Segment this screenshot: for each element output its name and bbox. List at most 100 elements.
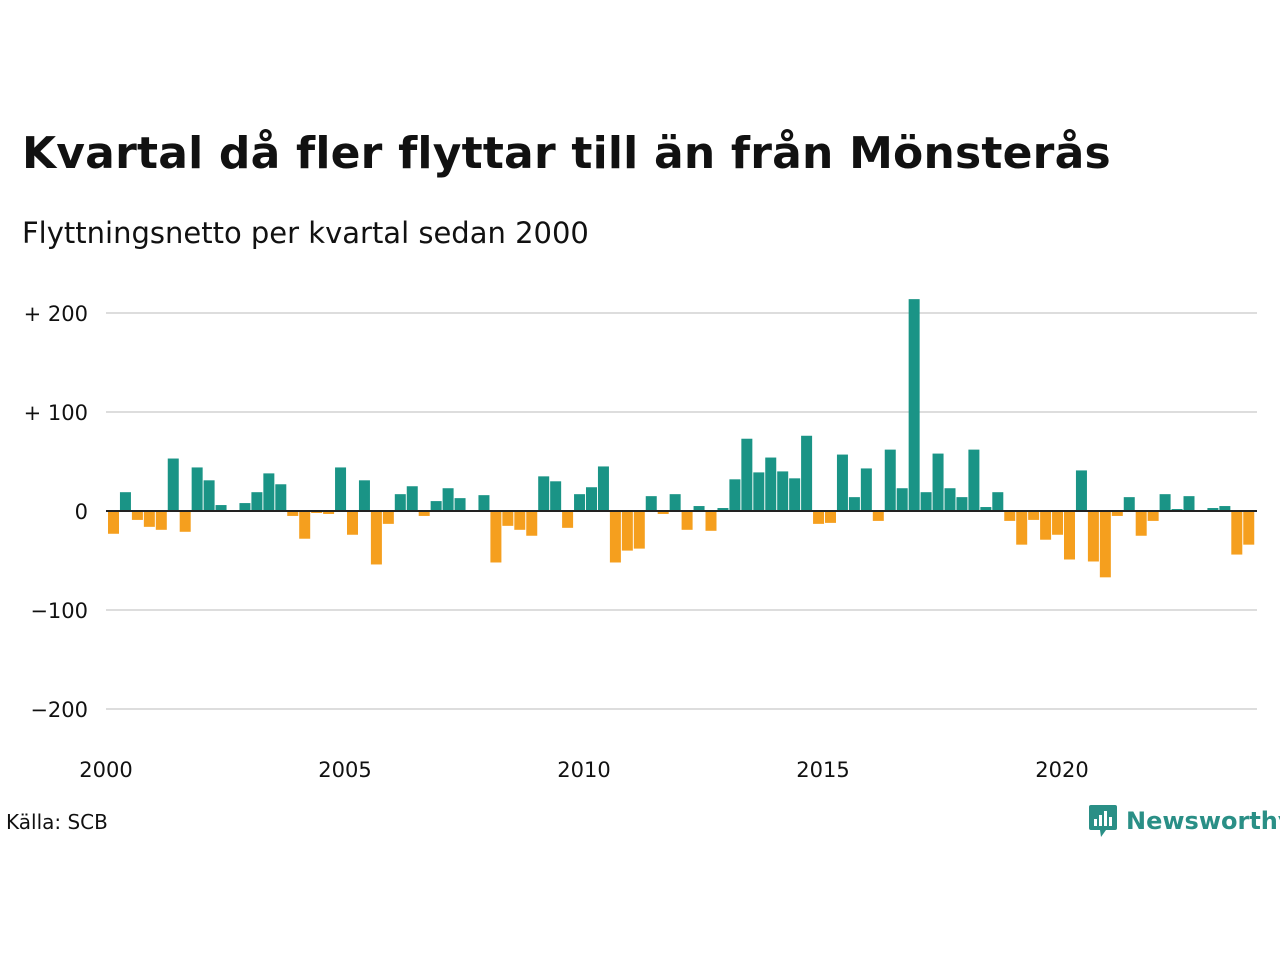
bar	[1207, 508, 1219, 511]
bar	[263, 473, 275, 511]
bar	[968, 449, 980, 511]
bar	[119, 492, 131, 511]
bar	[406, 486, 418, 511]
bar	[825, 511, 836, 523]
bar	[275, 484, 287, 511]
x-tick-label: 2010	[557, 758, 610, 782]
bar	[908, 299, 920, 511]
bar	[920, 492, 932, 511]
bar	[741, 438, 753, 511]
bar	[872, 511, 884, 521]
bar	[1052, 511, 1064, 535]
bar	[669, 494, 681, 511]
bar	[287, 511, 299, 516]
bar	[1028, 511, 1040, 520]
bar	[693, 506, 705, 511]
bar	[394, 494, 406, 511]
bar	[191, 467, 203, 511]
grid-lines	[106, 312, 1257, 710]
bar	[323, 511, 335, 514]
bar	[1004, 511, 1016, 521]
bar	[215, 505, 227, 511]
bar	[131, 511, 143, 520]
bar	[1183, 496, 1195, 511]
bar	[251, 492, 263, 511]
newsworthy-logo-icon	[1089, 805, 1117, 837]
bar	[562, 511, 574, 528]
bar	[753, 472, 765, 511]
y-tick-label: + 100	[24, 401, 88, 425]
bar	[478, 495, 490, 511]
bar	[108, 511, 119, 534]
bar	[526, 511, 538, 536]
bar	[1064, 511, 1075, 560]
bar	[932, 453, 944, 511]
bar	[490, 511, 502, 563]
y-axis-ticks: + 200 + 100 0 −100 −200	[24, 302, 88, 722]
brand-logo[interactable]: Newsworthy	[1088, 803, 1280, 839]
bar	[370, 511, 382, 565]
bar	[657, 511, 669, 514]
x-tick-label: 2020	[1035, 758, 1088, 782]
bar	[801, 435, 813, 511]
bar	[586, 487, 597, 511]
bar	[765, 457, 777, 511]
x-tick-label: 2005	[318, 758, 371, 782]
bar	[203, 480, 215, 511]
y-tick-label: + 200	[24, 302, 88, 326]
bar	[777, 471, 789, 511]
bar	[155, 511, 167, 530]
bar	[848, 497, 860, 511]
bar	[609, 511, 621, 563]
bar	[633, 511, 645, 549]
source-note: Källa: SCB	[6, 810, 108, 834]
bar	[992, 492, 1004, 511]
bar	[239, 503, 251, 511]
bar	[538, 476, 550, 511]
bar	[143, 511, 155, 527]
bar	[179, 511, 191, 532]
bar	[860, 468, 872, 511]
bar	[1099, 511, 1111, 578]
bar	[1135, 511, 1147, 536]
bar	[836, 454, 848, 511]
bar	[514, 511, 526, 530]
bar	[1040, 511, 1052, 540]
bar	[789, 478, 801, 511]
bar	[167, 458, 179, 511]
bar	[597, 466, 609, 511]
bar	[1231, 511, 1243, 555]
chart-title: Kvartal då fler flyttar till än från Mön…	[22, 128, 1111, 179]
bar	[681, 511, 693, 530]
bar	[1087, 511, 1099, 562]
bar	[896, 488, 908, 511]
brand-name: Newsworthy	[1126, 807, 1280, 835]
bar	[621, 511, 633, 551]
bar	[1147, 511, 1159, 521]
bar	[454, 498, 466, 511]
bar	[418, 511, 430, 516]
bar	[884, 449, 896, 511]
bar	[502, 511, 514, 526]
bar	[1159, 494, 1171, 511]
bar	[705, 511, 717, 531]
x-tick-label: 2015	[796, 758, 849, 782]
bar	[980, 507, 992, 511]
bar	[944, 488, 956, 511]
bar-chart: + 200 + 100 0 −100 −200 2000 2005 2010 2015 2020	[24, 299, 1257, 782]
bar	[645, 496, 657, 511]
bar	[299, 511, 311, 539]
bar	[1016, 511, 1028, 545]
bar	[347, 511, 358, 535]
bar	[382, 511, 394, 524]
bar	[813, 511, 825, 524]
y-tick-label: −100	[30, 599, 88, 623]
bar	[1075, 470, 1087, 511]
bar	[1243, 511, 1255, 545]
bar	[1123, 497, 1135, 511]
bar	[574, 494, 586, 511]
bar	[1219, 506, 1231, 511]
bar	[358, 480, 370, 511]
bar	[1111, 511, 1123, 516]
bars	[108, 299, 1255, 578]
